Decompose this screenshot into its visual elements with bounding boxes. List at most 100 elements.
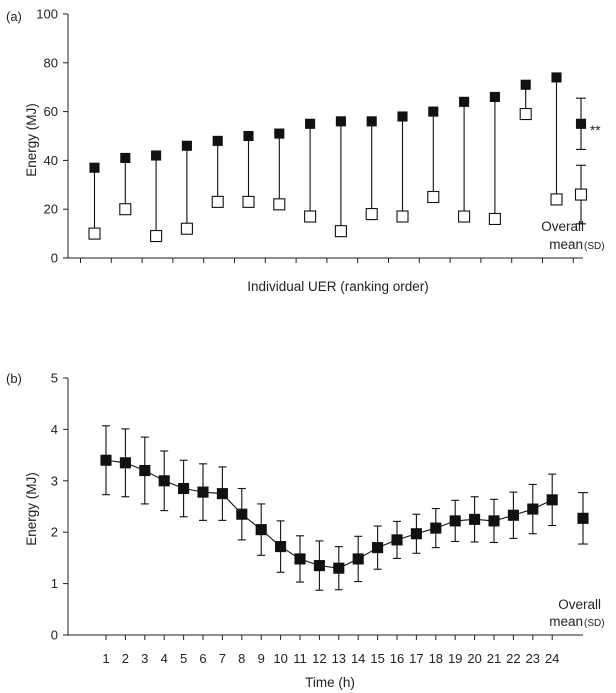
panel-a-overall-open-mean bbox=[574, 188, 588, 201]
panel-a-overall-label-line2: mean bbox=[549, 237, 583, 252]
panel-b-x-tick-label: 6 bbox=[199, 651, 206, 666]
panel-b-point bbox=[352, 553, 364, 565]
panel-b-x-tick-label: 15 bbox=[370, 651, 384, 666]
panel-b-y-axis-title: Energy (MJ) bbox=[24, 472, 39, 546]
panel-b-x-tick-label: 11 bbox=[293, 651, 307, 666]
panel-b-x-tick-label: 13 bbox=[332, 651, 346, 666]
panel-b-point bbox=[507, 509, 519, 521]
panel-b-overall-label-line2: mean bbox=[549, 614, 583, 629]
panel-a-open-point bbox=[334, 225, 347, 238]
panel-a-open-point bbox=[273, 198, 286, 211]
panel-b-point bbox=[410, 528, 422, 540]
panel-a-y-tick-label: 0 bbox=[51, 251, 58, 266]
panel-b-x-tick-label: 9 bbox=[258, 651, 265, 666]
panel-b-point bbox=[391, 534, 403, 546]
panel-b-x-tick-label: 22 bbox=[506, 651, 520, 666]
panel-b-point bbox=[546, 494, 558, 506]
panel-a-y-axis-title: Energy (MJ) bbox=[24, 103, 39, 177]
panel-a: (a) Energy (MJ) Individual UER (ranking … bbox=[6, 7, 605, 295]
panel-a-filled-point bbox=[551, 72, 562, 83]
panel-a-filled-point bbox=[243, 130, 254, 142]
panel-a-filled-point bbox=[212, 135, 223, 146]
panel-b-point bbox=[197, 486, 209, 498]
panel-b-x-tick-label: 18 bbox=[429, 651, 443, 666]
panel-b-y-tick-label: 1 bbox=[51, 576, 58, 591]
panel-b-label: (b) bbox=[6, 371, 22, 386]
panel-b-x-tick-label: 21 bbox=[487, 651, 501, 666]
panel-a-open-point bbox=[488, 212, 501, 226]
panel-b-point bbox=[275, 541, 287, 553]
panel-b-point bbox=[100, 454, 112, 466]
panel-b-x-tick-label: 14 bbox=[351, 651, 365, 666]
panel-a-open-point bbox=[519, 107, 532, 121]
panel-b-point bbox=[119, 457, 131, 469]
panel-b-x-tick-label: 19 bbox=[448, 651, 462, 666]
panel-b-overall-mean bbox=[577, 512, 589, 524]
panel-b-x-tick-label: 2 bbox=[122, 651, 129, 666]
panel-a-filled-point bbox=[181, 140, 192, 151]
panel-a-open-point bbox=[211, 195, 224, 208]
panel-b-point bbox=[255, 524, 267, 536]
panel-b-x-tick-label: 3 bbox=[141, 651, 148, 666]
panel-b-overall-sd-label: (SD) bbox=[584, 618, 605, 629]
panel-b-point bbox=[430, 522, 442, 534]
panel-b-point bbox=[527, 503, 539, 515]
panel-b-x-tick-label: 4 bbox=[161, 651, 168, 666]
panel-b-point bbox=[216, 488, 228, 500]
panel-b-point bbox=[313, 560, 325, 572]
panel-b-series-line bbox=[105, 459, 553, 569]
panel-a-filled-point bbox=[520, 79, 531, 90]
panel-a-open-point bbox=[550, 193, 563, 206]
panel-b-point bbox=[488, 515, 500, 527]
panel-a-filled-point bbox=[120, 152, 131, 164]
panel-b-point bbox=[139, 464, 151, 477]
panel-a-label: (a) bbox=[6, 9, 22, 24]
panel-a-open-point bbox=[88, 227, 101, 240]
panel-b-point bbox=[449, 515, 461, 527]
panel-b-x-tick-label: 12 bbox=[312, 651, 326, 666]
panel-a-overall-label-line1: Overall bbox=[541, 219, 584, 234]
panel-a-filled-point bbox=[305, 118, 316, 129]
panel-a-open-point bbox=[242, 195, 255, 208]
panel-b-y-tick-label: 5 bbox=[51, 371, 58, 386]
panel-b-point bbox=[294, 553, 306, 565]
panel-a-filled-point bbox=[335, 116, 346, 127]
panel-b-point bbox=[236, 508, 248, 520]
panel-b-x-tick-label: 24 bbox=[545, 651, 559, 666]
panel-b-x-tick-label: 23 bbox=[526, 651, 540, 666]
panel-b-overall-label-line1: Overall bbox=[558, 597, 601, 612]
panel-b-y-tick-label: 3 bbox=[51, 473, 58, 488]
panel-b-x-tick-label: 1 bbox=[102, 651, 109, 666]
panel-a-filled-point bbox=[397, 111, 408, 122]
panel-b-x-tick-label: 5 bbox=[180, 651, 187, 666]
panel-b-point bbox=[333, 562, 345, 574]
panel-b-x-tick-label: 20 bbox=[467, 651, 481, 666]
panel-b-x-tick-label: 8 bbox=[238, 651, 245, 666]
panel-a-filled-point bbox=[459, 96, 470, 107]
panel-b-point bbox=[469, 513, 481, 525]
panel-a-overall-sd-label: (SD) bbox=[584, 241, 605, 252]
panel-b-point bbox=[178, 482, 190, 495]
panel-a-open-point bbox=[180, 222, 193, 235]
panel-b-x-tick-label: 16 bbox=[390, 651, 404, 666]
panel-b: (b) Energy (MJ) Time (h) Overall mean (S… bbox=[6, 371, 605, 691]
panel-a-open-point bbox=[458, 210, 471, 223]
panel-b-y-tick-label: 2 bbox=[51, 525, 58, 540]
panel-b-x-tick-label: 10 bbox=[273, 651, 287, 666]
panel-a-filled-point bbox=[489, 91, 500, 103]
panel-a-filled-point bbox=[428, 106, 439, 117]
panel-b-x-tick-label: 7 bbox=[219, 651, 226, 666]
panel-a-open-point bbox=[119, 203, 132, 216]
panel-b-point bbox=[372, 542, 384, 554]
panel-a-x-axis-title: Individual UER (ranking order) bbox=[247, 279, 429, 294]
panel-b-y-tick-label: 4 bbox=[51, 422, 58, 437]
panel-a-overall-filled-mean bbox=[575, 118, 587, 129]
panel-b-y-tick-label: 0 bbox=[51, 628, 58, 643]
panel-a-significance-annotation: ** bbox=[590, 123, 601, 138]
panel-b-x-axis-title: Time (h) bbox=[305, 675, 355, 690]
panel-a-open-point bbox=[396, 210, 409, 223]
panel-a-filled-point bbox=[151, 150, 162, 161]
panel-a-filled-point bbox=[366, 116, 377, 127]
panel-a-filled-point bbox=[89, 162, 100, 173]
